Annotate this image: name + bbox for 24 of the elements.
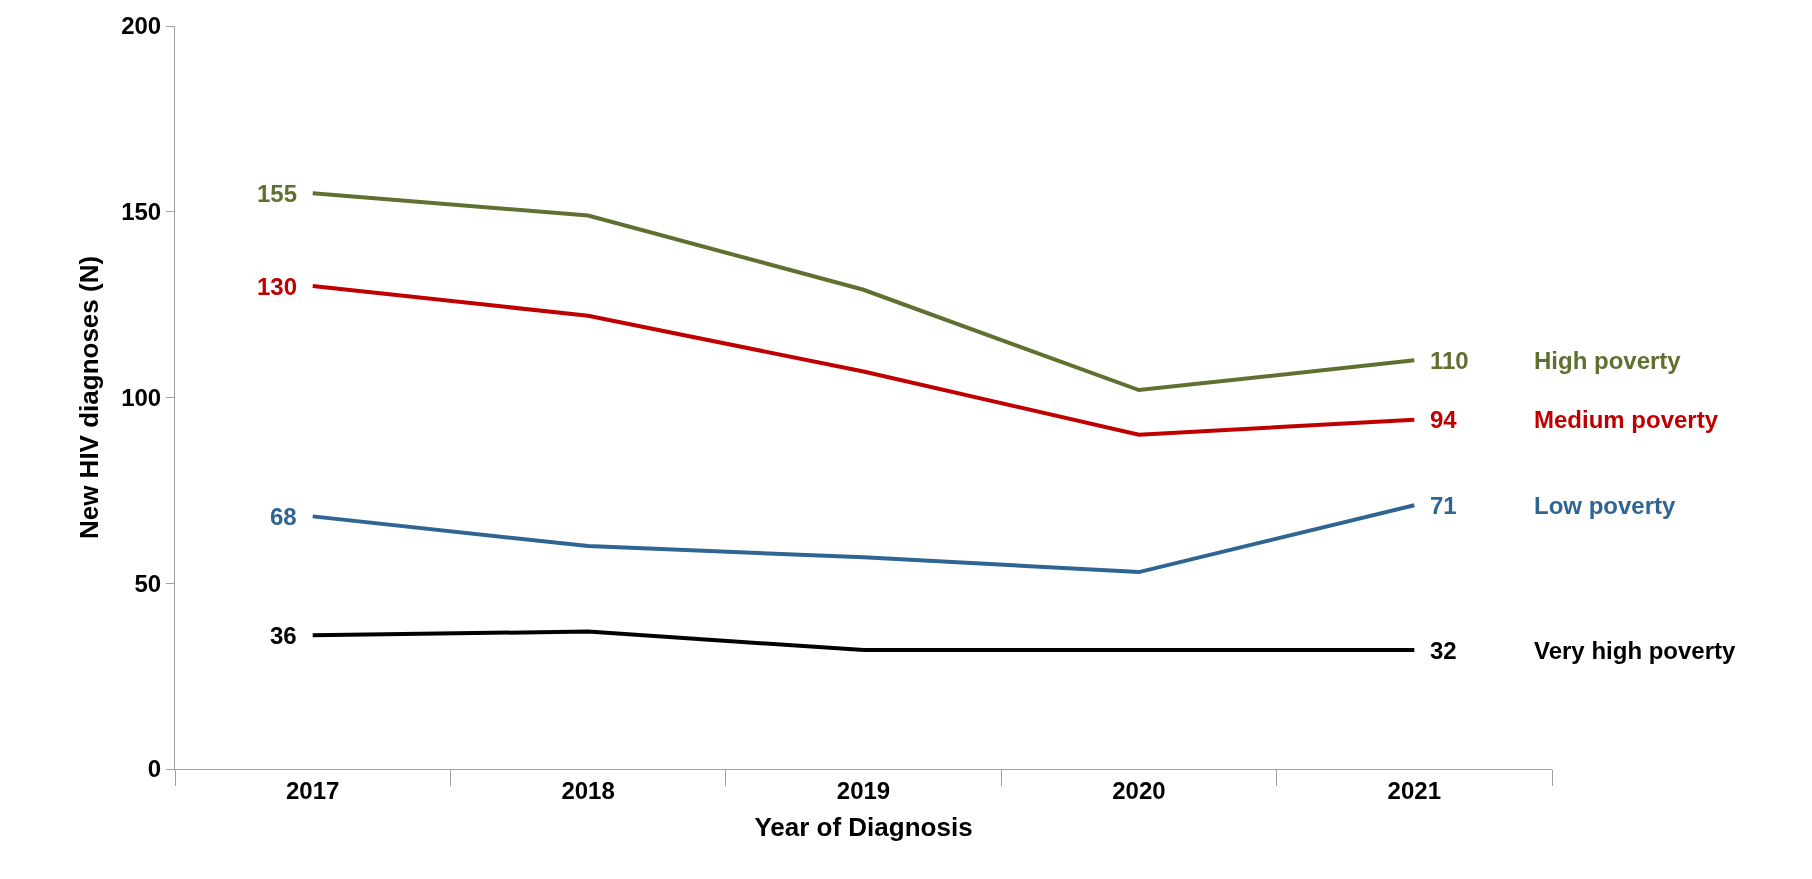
x-tick-label: 2021	[1387, 776, 1441, 804]
y-tick-label: 150	[121, 198, 162, 226]
data-label: 155	[257, 180, 298, 207]
data-label: 71	[1430, 492, 1457, 519]
y-tick-label: 0	[147, 755, 162, 783]
y-tick-label: 200	[121, 12, 162, 40]
y-tick-label: 100	[121, 383, 162, 411]
x-axis-title: Year of Diagnosis	[754, 812, 973, 843]
y-axis-title: New HIV diagnoses (N)	[73, 255, 104, 540]
x-tick-label: 2017	[286, 776, 340, 804]
x-tick-label: 2019	[836, 776, 891, 804]
x-tick-label: 2020	[1112, 776, 1166, 804]
data-label: 94	[1430, 406, 1458, 433]
data-label: 36	[270, 622, 297, 649]
text: Medium poverty	[1534, 406, 1719, 433]
y-tick-label: 50	[134, 569, 162, 597]
text: High poverty	[1534, 347, 1682, 374]
data-label: 110	[1430, 347, 1469, 374]
data-label: 130	[257, 273, 298, 300]
data-label: 32	[1430, 637, 1457, 664]
data-label: 68	[270, 503, 297, 530]
text: Low poverty	[1534, 492, 1676, 519]
text: Very high poverty	[1534, 637, 1737, 664]
x-tick-label: 2018	[561, 776, 615, 804]
